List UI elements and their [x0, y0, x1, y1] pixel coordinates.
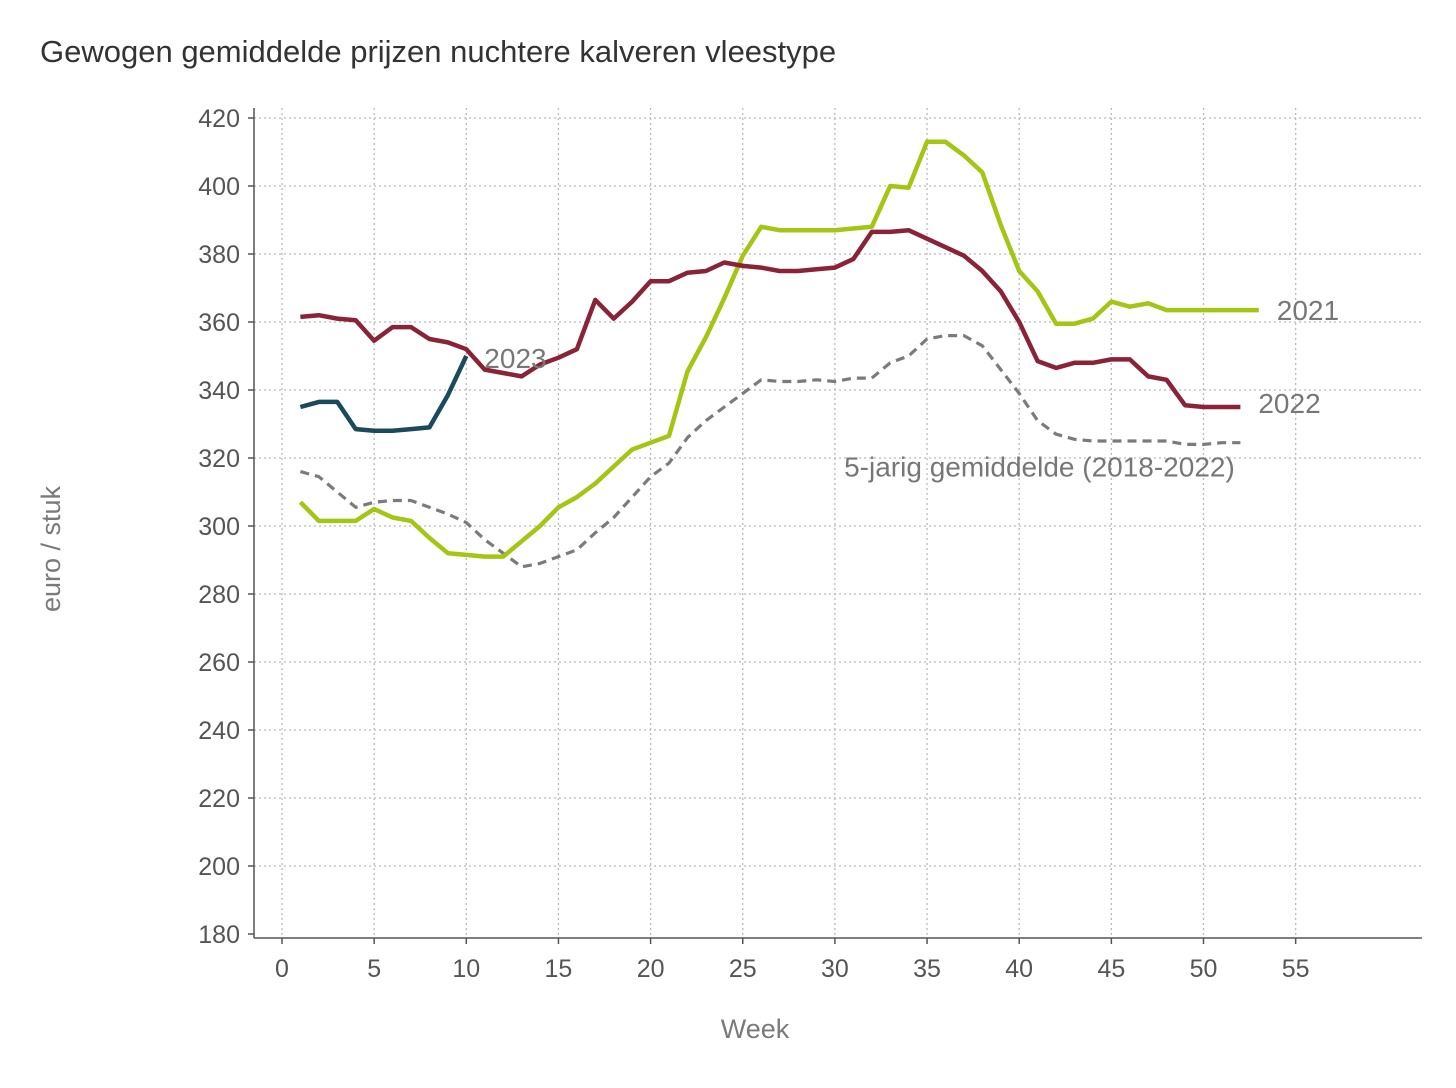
x-tick-label: 5: [367, 955, 381, 983]
series-line-0: [298, 139, 1259, 559]
y-tick-label: 200: [198, 853, 240, 881]
y-tick-label: 320: [198, 445, 240, 473]
series-line-2: [299, 355, 469, 434]
x-tick-label: 10: [452, 955, 480, 983]
x-tick-label: 20: [637, 955, 665, 983]
y-tick-label: 260: [198, 649, 240, 677]
series-label-1: 2022: [1258, 388, 1320, 419]
y-tick-label: 180: [198, 921, 240, 949]
y-tick-label: 360: [198, 309, 240, 337]
x-tick-label: 25: [729, 955, 757, 983]
y-tick-label: 280: [198, 581, 240, 609]
x-tick-label: 35: [913, 955, 941, 983]
y-tick-label: 400: [198, 173, 240, 201]
series-label-0: 2021: [1277, 295, 1339, 326]
x-tick-label: 50: [1190, 955, 1218, 983]
y-tick-label: 220: [198, 785, 240, 813]
x-tick-label: 0: [275, 955, 289, 983]
x-axis-title: Week: [721, 1014, 790, 1044]
x-tick-label: 45: [1097, 955, 1125, 983]
series-label-3: 5-jarig gemiddelde (2018-2022): [844, 452, 1235, 483]
y-axis-title: euro / stuk: [36, 485, 66, 612]
y-tick-label: 340: [198, 377, 240, 405]
y-tick-label: 240: [198, 717, 240, 745]
y-tick-label: 420: [198, 105, 240, 133]
x-tick-label: 15: [545, 955, 573, 983]
y-tick-label: 300: [198, 513, 240, 541]
x-tick-label: 55: [1282, 955, 1310, 983]
series-line-3: [299, 334, 1241, 569]
series-lines: [298, 139, 1259, 569]
series-labels: 2021 2022 2023 5-jarig gemiddelde (2018-202…: [484, 295, 1339, 483]
axes: 180 200 220 240 260 280 300 320 340 360 380 400 420 0…: [198, 105, 1422, 983]
x-tick-label: 40: [1005, 955, 1033, 983]
x-tick-label: 30: [821, 955, 849, 983]
grid: [254, 108, 1422, 938]
y-tick-label: 380: [198, 241, 240, 269]
chart-title: Gewogen gemiddelde prijzen nuchtere kalv…: [40, 34, 837, 69]
series-line-1: [300, 227, 1241, 410]
series-label-2: 2023: [484, 343, 546, 374]
